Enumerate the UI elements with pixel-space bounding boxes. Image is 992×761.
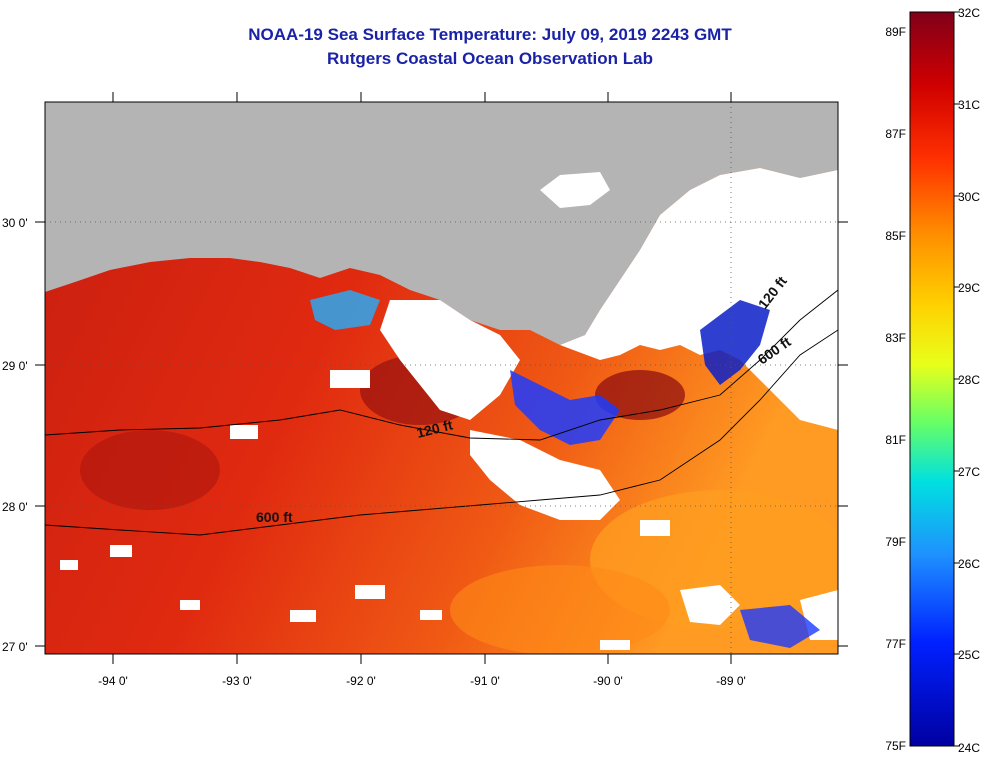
map-frame bbox=[44, 101, 839, 655]
cloud-cover bbox=[680, 585, 740, 625]
lon-label: -90 0' bbox=[593, 674, 623, 688]
lon-label: -94 0' bbox=[98, 674, 128, 688]
colorbar-f-label: 75F bbox=[885, 739, 906, 753]
warm-patch bbox=[80, 430, 220, 510]
colorbar-c-label: 25C bbox=[958, 648, 980, 662]
colorbar-f-label: 81F bbox=[885, 433, 906, 447]
warm-patch bbox=[595, 370, 685, 420]
colorbar-c-label: 31C bbox=[958, 98, 980, 112]
isobath-label: 600 ft bbox=[256, 509, 293, 525]
colorbar-f-label: 83F bbox=[885, 331, 906, 345]
land-mass bbox=[45, 102, 838, 345]
map-subtitle: Rutgers Coastal Ocean Observation Lab bbox=[327, 49, 653, 68]
axis-ticks bbox=[35, 92, 848, 664]
cool-fringe bbox=[740, 605, 820, 648]
colorbar-c-label: 29C bbox=[958, 281, 980, 295]
cloud-speckles bbox=[60, 370, 670, 650]
colorbar-c-label: 27C bbox=[958, 465, 980, 479]
lat-label: 27 0' bbox=[2, 640, 28, 654]
colorbar-c-label: 26C bbox=[958, 557, 980, 571]
cool-fringe bbox=[310, 290, 380, 330]
colorbar: 32C 31C 30C 29C 28C 27C 26C 25C 24C 89F … bbox=[885, 6, 980, 755]
cool-patch bbox=[450, 565, 670, 654]
cloud-cover bbox=[560, 168, 838, 430]
cloud-cover bbox=[540, 172, 610, 208]
cool-fringe bbox=[510, 370, 620, 445]
lat-label: 28 0' bbox=[2, 500, 28, 514]
colorbar-c-label: 30C bbox=[958, 190, 980, 204]
isobath-120ft bbox=[45, 289, 838, 441]
colorbar-c-label: 24C bbox=[958, 741, 980, 755]
colorbar-c-label: 32C bbox=[958, 6, 980, 20]
cloud-cover bbox=[470, 430, 620, 520]
lon-label: -92 0' bbox=[346, 674, 376, 688]
colorbar-gradient bbox=[909, 11, 955, 747]
colorbar-f-label: 89F bbox=[885, 25, 906, 39]
graticule bbox=[45, 102, 838, 654]
lon-label: -89 0' bbox=[716, 674, 746, 688]
cloud-cover bbox=[380, 300, 520, 420]
lon-label: -91 0' bbox=[470, 674, 500, 688]
colorbar-f-label: 77F bbox=[885, 637, 906, 651]
lat-label: 30 0' bbox=[2, 216, 28, 230]
cool-fringe bbox=[700, 300, 770, 385]
map-title: NOAA-19 Sea Surface Temperature: July 09… bbox=[248, 25, 732, 44]
colorbar-c-label: 28C bbox=[958, 373, 980, 387]
colorbar-f-label: 87F bbox=[885, 127, 906, 141]
lon-label: -93 0' bbox=[222, 674, 252, 688]
lat-label: 29 0' bbox=[2, 359, 28, 373]
colorbar-f-label: 79F bbox=[885, 535, 906, 549]
isobath-600ft bbox=[45, 329, 838, 536]
plot-area bbox=[45, 102, 838, 654]
colorbar-f-label: 85F bbox=[885, 229, 906, 243]
